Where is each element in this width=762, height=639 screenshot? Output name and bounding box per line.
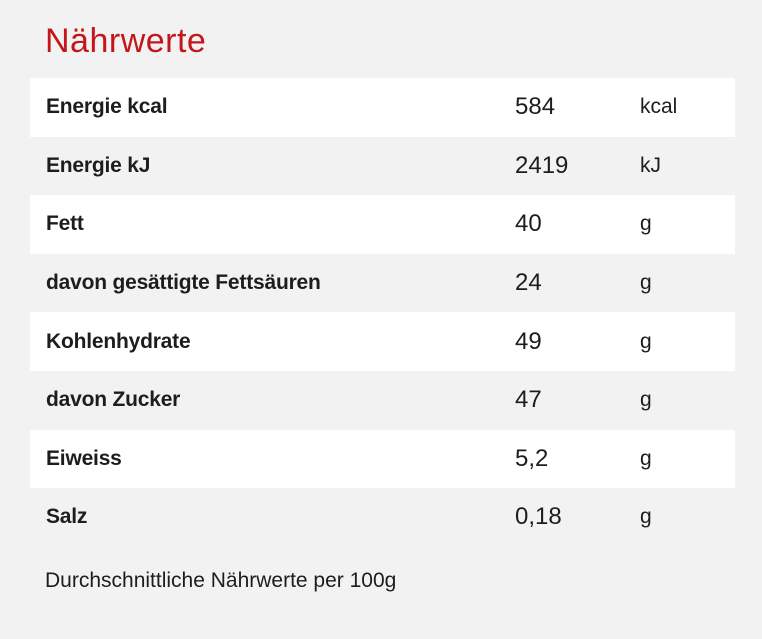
row-unit: kJ	[640, 153, 661, 177]
row-value: 0,18	[515, 503, 562, 531]
table-row: Salz 0,18 g	[30, 488, 735, 547]
row-value: 24	[515, 269, 542, 297]
table-row: Energie kJ 2419 kJ	[30, 137, 735, 196]
row-value: 49	[515, 327, 542, 355]
row-label: davon gesättigte Fettsäuren	[46, 271, 321, 295]
row-value: 5,2	[515, 444, 549, 472]
row-value: 47	[515, 386, 542, 414]
table-row: Energie kcal 584 kcal	[30, 78, 735, 137]
table-row: Kohlenhydrate 49 g	[30, 312, 735, 371]
row-label: Energie kcal	[46, 95, 168, 119]
table-row: davon gesättigte Fettsäuren 24 g	[30, 254, 735, 313]
row-value: 40	[515, 210, 542, 238]
row-unit: g	[640, 388, 652, 412]
table-row: davon Zucker 47 g	[30, 371, 735, 430]
row-label: Kohlenhydrate	[46, 329, 191, 353]
row-unit: g	[640, 271, 652, 295]
row-value: 584	[515, 93, 556, 121]
table-row: Fett 40 g	[30, 195, 735, 254]
row-label: davon Zucker	[46, 388, 181, 412]
page-title: Nährwerte	[45, 21, 207, 60]
row-label: Fett	[46, 212, 84, 236]
row-unit: g	[640, 329, 652, 353]
row-unit: g	[640, 212, 652, 236]
row-label: Eiweiss	[46, 446, 122, 470]
row-label: Energie kJ	[46, 153, 151, 177]
table-row: Eiweiss 5,2 g	[30, 429, 735, 489]
row-unit: g	[640, 505, 652, 529]
nutrition-table: Energie kcal 584 kcal Energie kJ 2419 kJ…	[30, 78, 735, 547]
row-unit: kcal	[640, 95, 678, 119]
row-value: 2419	[515, 151, 569, 179]
row-unit: g	[640, 446, 652, 470]
table-footnote: Durchschnittliche Nährwerte per 100g	[45, 569, 397, 592]
row-label: Salz	[46, 505, 88, 529]
